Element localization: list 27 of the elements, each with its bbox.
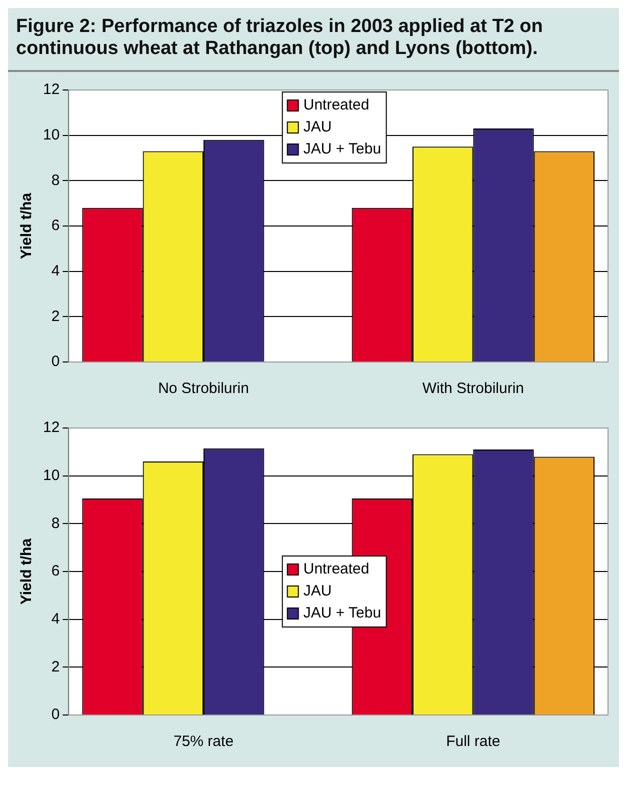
x-tick-label: 75% rate (173, 733, 234, 750)
y-tick-label: 6 (51, 217, 60, 234)
y-tick-label: 8 (51, 514, 60, 532)
legend-label: Untreated (303, 560, 370, 578)
y-tick-label: 6 (51, 562, 60, 580)
y-tick-label: 10 (42, 466, 60, 484)
legend-label: JAU (303, 582, 332, 600)
y-tick-label: 4 (51, 262, 60, 280)
legend-label: JAU + Tebu (303, 140, 382, 158)
y-tick-label: 0 (51, 706, 60, 724)
x-tick-label: Full rate (446, 733, 500, 750)
legend-label: JAU (303, 118, 332, 136)
chart-title: Figure 2: Performance of triazoles in 2003 applied at T2 on continuous wheat at Rathangan (top) and Lyons (bottom). (8, 8, 619, 72)
x-tick-label: No Strobilurin (158, 380, 249, 398)
y-tick-label: 12 (42, 419, 60, 436)
y-axis-title: Yield t/ha (18, 192, 36, 260)
y-axis-title: Yield t/ha (18, 538, 36, 605)
y-tick-label: 12 (42, 81, 60, 98)
y-tick-label: 0 (51, 353, 60, 370)
y-tick-label: 4 (51, 610, 60, 628)
y-tick-label: 2 (51, 658, 60, 676)
y-tick-label: 8 (51, 172, 60, 189)
legend-label: JAU + Tebu (303, 604, 382, 622)
legend-label: Untreated (303, 96, 370, 114)
x-tick-label: With Strobilurin (422, 380, 524, 398)
y-tick-label: 2 (51, 308, 60, 325)
y-tick-label: 10 (42, 126, 60, 144)
